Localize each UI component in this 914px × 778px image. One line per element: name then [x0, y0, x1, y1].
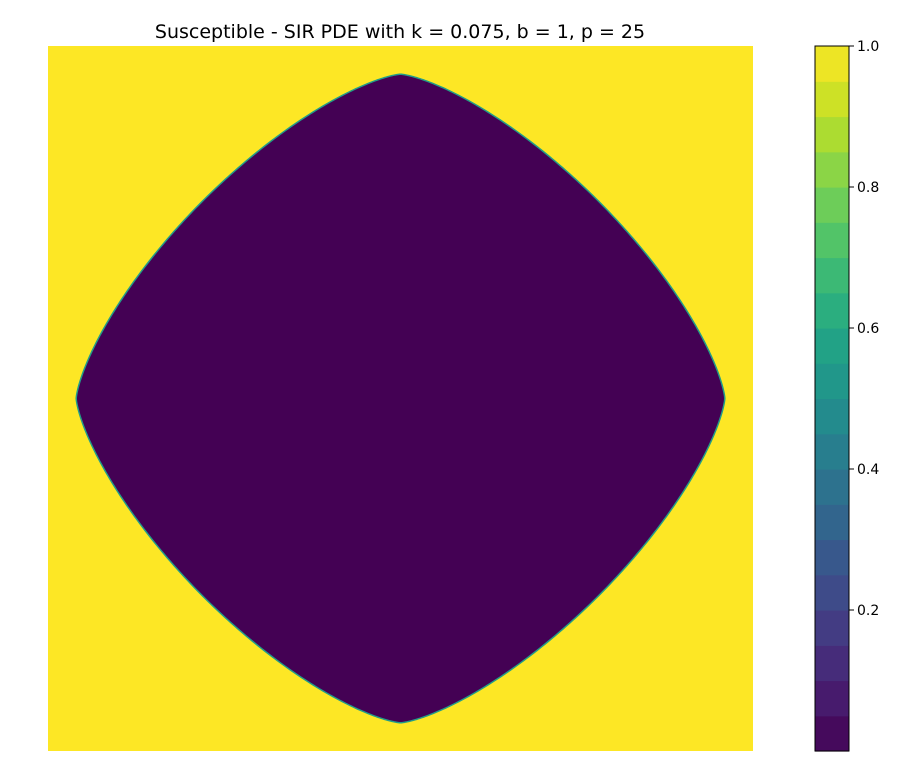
chart-title: Susceptible - SIR PDE with k = 0.075, b …	[155, 21, 645, 43]
colorbar-level	[815, 539, 849, 576]
colorbar-level	[815, 151, 849, 188]
colorbar-level	[815, 46, 849, 82]
colorbar-level	[815, 222, 849, 259]
colorbar-level	[815, 469, 849, 505]
colorbar	[815, 46, 849, 752]
colorbar-tick-label: 0.8	[857, 180, 879, 196]
colorbar-level	[815, 610, 849, 646]
colorbar-level	[815, 504, 849, 541]
colorbar-tick-label: 0.4	[857, 462, 879, 478]
colorbar-level	[815, 363, 849, 400]
colorbar-level	[815, 433, 849, 470]
colorbar-level	[815, 116, 849, 153]
colorbar-frame	[814, 45, 850, 752]
colorbar-ticks: 0.2 0.4 0.6 0.8 1.0	[849, 39, 879, 619]
colorbar-level	[815, 680, 849, 717]
heatmap-low-region	[75, 73, 726, 724]
colorbar-level	[815, 645, 849, 682]
colorbar-level	[815, 292, 849, 329]
heatmap-axes	[48, 46, 753, 751]
colorbar-level	[815, 81, 849, 118]
colorbar-level	[815, 257, 849, 294]
colorbar-level	[815, 398, 849, 435]
colorbar-tick-label: 0.6	[857, 321, 879, 337]
colorbar-level	[815, 328, 849, 364]
colorbar-level	[815, 574, 849, 611]
colorbar-tick-label: 1.0	[857, 39, 879, 55]
colorbar-level	[815, 187, 849, 223]
colorbar-level	[815, 715, 849, 752]
colorbar-tick-label: 0.2	[857, 603, 879, 619]
